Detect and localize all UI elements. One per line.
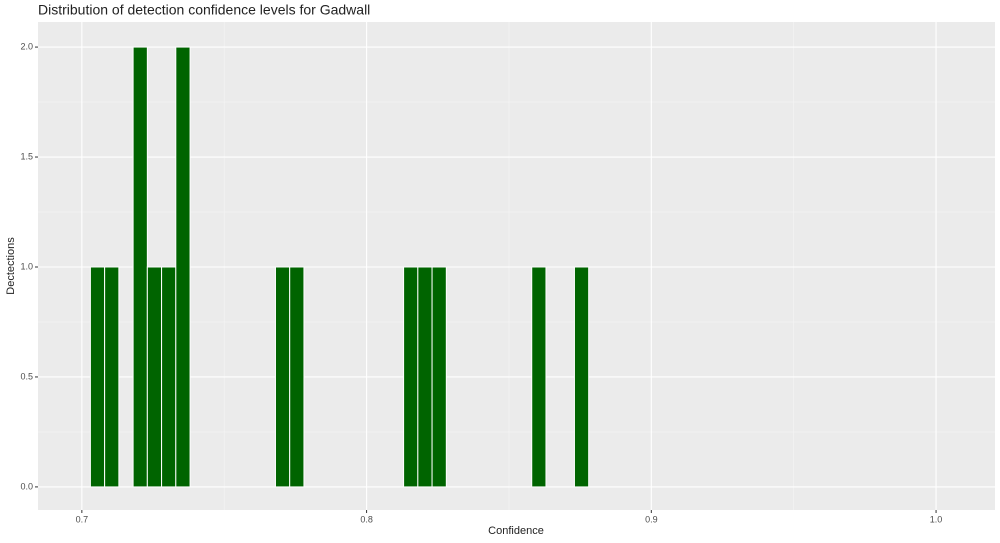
bar	[89, 266, 106, 488]
bar	[175, 46, 191, 488]
x-axis-label: Confidence	[488, 525, 544, 537]
bar	[403, 266, 419, 488]
panel	[38, 22, 995, 510]
y-tick-label: 0.0	[20, 481, 33, 491]
y-tick-label: 2.0	[20, 41, 33, 51]
bar	[531, 266, 547, 488]
bar	[417, 266, 433, 488]
bar	[104, 266, 120, 488]
y-tick-label: 0.5	[20, 371, 33, 381]
x-tick-label: 0.8	[360, 514, 373, 524]
bar	[573, 266, 590, 488]
bar	[274, 266, 291, 488]
bar	[431, 266, 447, 488]
x-tick-label: 0.9	[645, 514, 658, 524]
bar	[132, 46, 148, 488]
y-axis-label: Dectections	[5, 237, 17, 295]
bar	[161, 266, 177, 488]
x-tick-label: 0.7	[76, 514, 89, 524]
y-tick-label: 1.5	[20, 151, 33, 161]
bar	[289, 266, 305, 488]
chart-title: Distribution of detection confidence lev…	[38, 2, 370, 18]
bar	[146, 266, 163, 488]
y-tick-label: 1.0	[20, 261, 33, 271]
x-tick-label: 1.0	[930, 514, 943, 524]
